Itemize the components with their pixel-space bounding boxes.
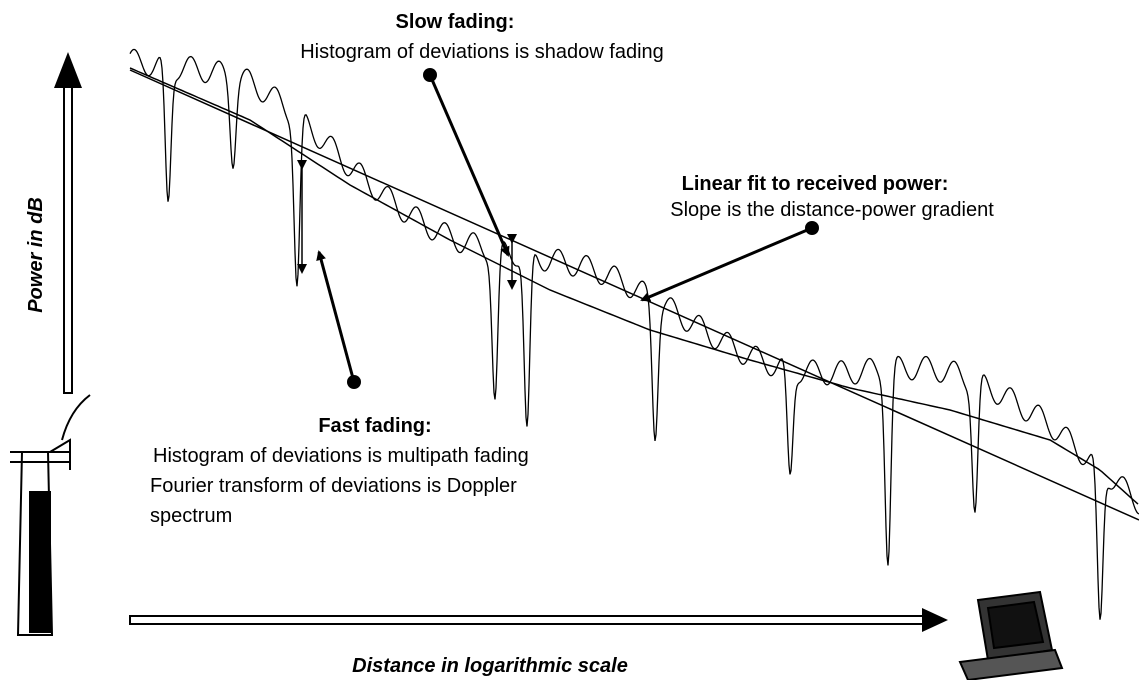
fast-fading-text: Histogram of deviations is multipath fad… [153, 445, 529, 467]
fast-fading-title: Fast fading: [318, 415, 431, 437]
pointer [316, 250, 356, 383]
y-axis-arrow [54, 52, 82, 394]
x-axis-arrow [129, 608, 948, 632]
slow-fading-title: Slow fading: [396, 11, 515, 33]
linear-fit-title: Linear fit to received power: [682, 173, 949, 195]
pointer [428, 74, 510, 257]
pointer [640, 226, 813, 302]
fast-fading-text: spectrum [150, 505, 232, 527]
linear-fit-text: Slope is the distance-power gradient [670, 199, 994, 221]
tower-icon [10, 394, 91, 636]
fast-fading-text: Fourier transform of deviations is Doppl… [150, 475, 517, 497]
x-axis-label: Distance in logarithmic scale [352, 655, 628, 677]
shadow-curve [129, 67, 1139, 505]
signal-curve [129, 48, 1139, 620]
laptop-icon [958, 590, 1064, 680]
y-axis-label: Power in dB [25, 197, 47, 313]
slow-fading-text: Histogram of deviations is shadow fading [300, 41, 664, 63]
